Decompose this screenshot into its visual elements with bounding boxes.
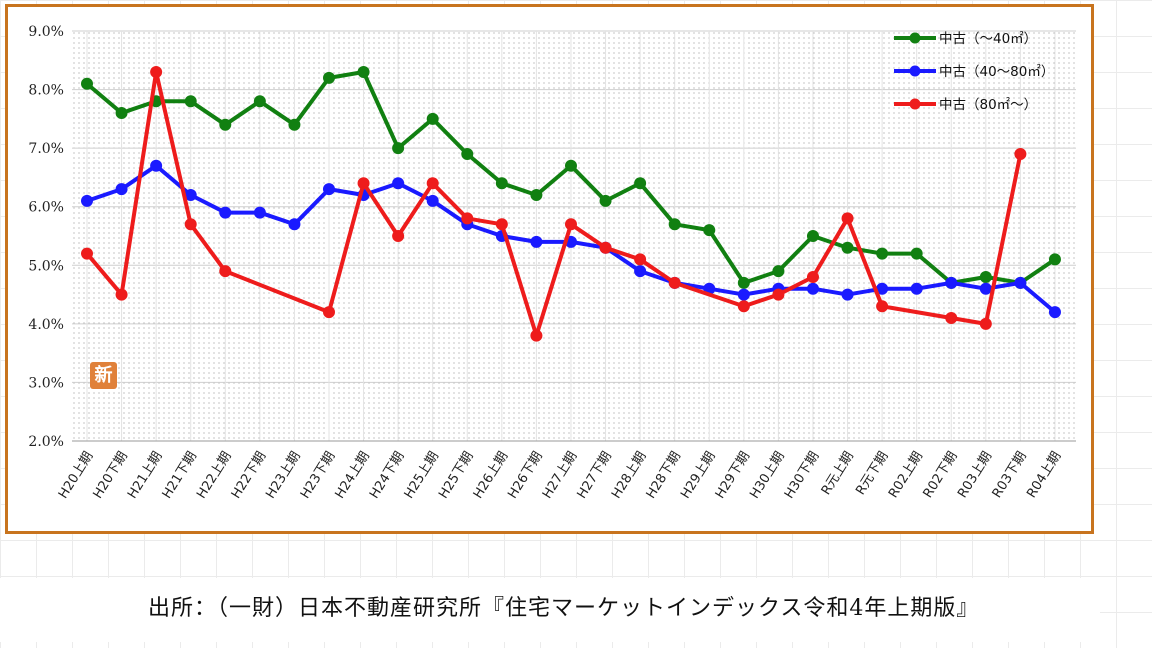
y-tick-label: 3.0%: [28, 375, 64, 391]
legend-label: 中古（80㎡〜）: [939, 97, 1037, 113]
data-point: [530, 189, 543, 201]
data-point: [841, 241, 854, 254]
data-point: [219, 118, 232, 131]
data-point: [634, 253, 647, 266]
y-tick-label: 6.0%: [28, 200, 64, 216]
data-point: [322, 306, 335, 319]
data-point: [564, 218, 577, 231]
data-point: [81, 77, 93, 90]
data-point: [288, 218, 301, 231]
source-note: 出所：（一財）日本不動産研究所『住宅マーケットインデックス令和4年上期版』: [0, 578, 1100, 642]
new-badge: 新: [90, 362, 117, 389]
data-point: [703, 224, 716, 237]
data-point: [945, 276, 958, 289]
data-point: [426, 194, 439, 207]
y-tick-label: 9.0%: [28, 24, 64, 40]
data-point: [876, 247, 889, 260]
data-point: [184, 189, 197, 201]
data-point: [1014, 148, 1027, 160]
data-point: [910, 282, 923, 295]
legend-label: 中古（40〜80㎡）: [939, 64, 1054, 80]
data-point: [599, 194, 612, 207]
y-tick-label: 2.0%: [28, 434, 64, 450]
data-point: [668, 276, 681, 289]
y-tick-label: 5.0%: [28, 258, 64, 274]
legend-label: 中古（〜40㎡）: [939, 31, 1037, 47]
x-tick-label: R04上期: [1024, 449, 1064, 501]
data-point: [806, 282, 819, 295]
data-point: [426, 177, 439, 190]
data-point: [219, 206, 232, 219]
data-point: [979, 271, 992, 283]
legend-marker: [909, 32, 921, 44]
data-point: [1048, 306, 1061, 319]
line-chart: 9.0%8.0%7.0%6.0%5.0%4.0%3.0%2.0% H20上期H2…: [28, 24, 1076, 501]
data-point: [81, 247, 93, 260]
legend-marker: [909, 65, 921, 77]
data-point: [945, 312, 958, 324]
y-tick-label: 8.0%: [28, 83, 64, 99]
data-point: [599, 241, 612, 254]
data-point: [979, 317, 992, 330]
data-point: [426, 112, 439, 125]
data-point: [634, 265, 647, 278]
data-point: [772, 265, 785, 278]
data-point: [668, 218, 681, 231]
data-point: [115, 107, 128, 119]
source-text: 出所：（一財）日本不動産研究所『住宅マーケットインデックス令和4年上期版』: [148, 596, 980, 621]
data-point: [530, 329, 543, 342]
data-point: [357, 177, 370, 190]
data-point: [495, 177, 508, 190]
data-point: [806, 230, 819, 242]
data-point: [219, 265, 232, 278]
data-point: [461, 148, 474, 160]
data-point: [461, 212, 474, 225]
data-point: [392, 142, 405, 155]
data-point: [1014, 276, 1027, 289]
data-point: [876, 282, 889, 295]
data-point: [841, 288, 854, 301]
data-point: [81, 194, 93, 207]
data-point: [979, 282, 992, 295]
data-point: [150, 66, 163, 78]
data-point: [322, 183, 335, 196]
data-point: [115, 183, 128, 196]
data-point: [495, 218, 508, 231]
data-point: [392, 230, 405, 242]
data-point: [184, 95, 197, 108]
data-point: [737, 276, 750, 289]
data-point: [772, 288, 785, 301]
data-point: [288, 118, 301, 131]
data-point: [737, 288, 750, 301]
series-line: [85, 70, 1023, 338]
x-tick-label: R元上期: [819, 449, 857, 498]
data-point: [876, 300, 889, 313]
data-point: [115, 288, 128, 301]
y-tick-label: 4.0%: [28, 317, 64, 333]
plot-area: [72, 31, 1076, 441]
data-point: [357, 66, 370, 78]
data-point: [1048, 253, 1061, 266]
data-point: [184, 218, 197, 231]
data-point: [634, 177, 647, 190]
data-point: [253, 95, 266, 108]
x-tick-label: H30下期: [782, 449, 822, 501]
legend-marker: [909, 98, 921, 110]
data-point: [564, 159, 577, 172]
data-point: [322, 71, 335, 84]
data-point: [150, 159, 163, 172]
data-point: [737, 300, 750, 313]
data-point: [910, 247, 923, 260]
data-point: [392, 177, 405, 190]
x-tick-label: R元下期: [853, 449, 891, 498]
chart-frame: 9.0% 8.0% 7.0% 6.0% 5.0% 4.0% 3.0% 2.0% H20上期 H2…: [5, 4, 1094, 534]
data-point: [253, 206, 266, 219]
data-point: [530, 235, 543, 248]
y-tick-label: 7.0%: [28, 141, 64, 157]
data-point: [841, 212, 854, 225]
data-point: [806, 271, 819, 283]
